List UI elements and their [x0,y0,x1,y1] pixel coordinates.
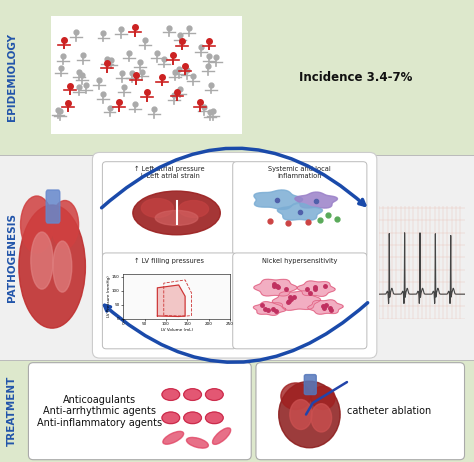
Ellipse shape [51,201,79,249]
Text: ↑ LV filling pressures: ↑ LV filling pressures [135,258,204,264]
Ellipse shape [20,196,53,253]
FancyBboxPatch shape [92,152,377,358]
Polygon shape [254,302,286,316]
Ellipse shape [186,438,209,448]
FancyBboxPatch shape [102,162,237,258]
Ellipse shape [141,199,173,218]
Text: Incidence 3.4-7%: Incidence 3.4-7% [299,71,412,84]
Ellipse shape [162,412,180,424]
Ellipse shape [163,432,183,444]
Polygon shape [295,192,337,208]
FancyBboxPatch shape [102,253,237,349]
Ellipse shape [311,386,335,409]
Ellipse shape [206,389,223,401]
Y-axis label: LV Pressure (mmHg): LV Pressure (mmHg) [107,275,110,317]
Ellipse shape [53,241,72,292]
Polygon shape [308,300,343,314]
Polygon shape [157,285,185,316]
Ellipse shape [133,191,220,235]
Ellipse shape [281,383,310,409]
Ellipse shape [212,428,231,444]
FancyBboxPatch shape [233,253,367,349]
Text: PATHOGENESIS: PATHOGENESIS [7,213,17,302]
FancyBboxPatch shape [51,16,243,134]
Ellipse shape [179,201,209,218]
FancyBboxPatch shape [46,190,60,223]
Polygon shape [254,190,302,209]
FancyBboxPatch shape [0,0,474,155]
Ellipse shape [184,389,201,401]
FancyBboxPatch shape [304,375,316,395]
Polygon shape [254,279,297,296]
X-axis label: LV Volume (mL): LV Volume (mL) [161,328,192,332]
Ellipse shape [19,205,85,328]
FancyBboxPatch shape [0,360,474,462]
Polygon shape [272,291,320,310]
FancyBboxPatch shape [233,162,367,258]
Ellipse shape [290,400,312,430]
Text: Anticoagulants
Anti-arrhythmic agents
Anti-inflammatory agents: Anticoagulants Anti-arrhythmic agents An… [37,395,162,428]
Ellipse shape [155,211,198,225]
Text: Systemic and local
inflammation: Systemic and local inflammation [268,166,331,179]
Polygon shape [277,203,322,220]
Ellipse shape [311,404,332,432]
Text: ↑ Left atrial pressure
↓ Left atrial strain: ↑ Left atrial pressure ↓ Left atrial str… [134,166,205,179]
Polygon shape [297,281,335,296]
FancyBboxPatch shape [256,363,465,460]
Text: Nickel hypersensitivity: Nickel hypersensitivity [262,258,337,263]
Text: TREATMENT: TREATMENT [7,376,17,446]
Ellipse shape [184,412,201,424]
Text: catheter ablation: catheter ablation [346,406,431,416]
Text: EPIDEMIOLOGY: EPIDEMIOLOGY [7,33,17,122]
Ellipse shape [31,232,53,289]
Ellipse shape [206,412,223,424]
FancyBboxPatch shape [28,363,251,460]
Ellipse shape [279,381,340,448]
Ellipse shape [162,389,180,401]
FancyBboxPatch shape [0,155,474,360]
